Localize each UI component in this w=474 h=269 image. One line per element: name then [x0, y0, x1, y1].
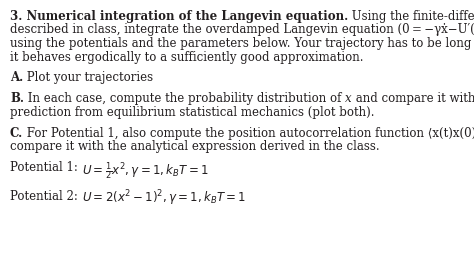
Text: 3. Numerical integration of the Langevin equation.: 3. Numerical integration of the Langevin…	[10, 10, 348, 23]
Text: Potential 1:: Potential 1:	[10, 161, 82, 174]
Text: and compare it with the analytic: and compare it with the analytic	[352, 92, 474, 105]
Text: it behaves ergodically to a sufficiently good approximation.: it behaves ergodically to a sufficiently…	[10, 51, 364, 63]
Text: In each case, compute the probability distribution of: In each case, compute the probability di…	[24, 92, 345, 105]
Text: $U = 2(x^{2} - 1)^{2}, \gamma = 1, k_{B}T = 1$: $U = 2(x^{2} - 1)^{2}, \gamma = 1, k_{B}…	[82, 189, 246, 208]
Text: using the potentials and the parameters below. Your trajectory has to be long en: using the potentials and the parameters …	[10, 37, 474, 50]
Text: Using the finite-difference method: Using the finite-difference method	[348, 10, 474, 23]
Text: x: x	[345, 92, 352, 105]
Text: B.: B.	[10, 92, 24, 105]
Text: described in class, integrate the overdamped Langevin equation (0 = −γẋ−U′(x)+ζ(: described in class, integrate the overda…	[10, 23, 474, 37]
Text: A.: A.	[10, 72, 23, 84]
Text: C.: C.	[10, 127, 23, 140]
Text: compare it with the analytical expression derived in the class.: compare it with the analytical expressio…	[10, 140, 380, 153]
Text: Potential 2:: Potential 2:	[10, 190, 82, 203]
Text: For Potential 1, also compute the position autocorrelation function ⟨x(t)x(0)⟩ a: For Potential 1, also compute the positi…	[23, 127, 474, 140]
Text: $U = \frac{1}{2}x^{2}, \gamma = 1, k_{B}T = 1$: $U = \frac{1}{2}x^{2}, \gamma = 1, k_{B}…	[82, 161, 208, 182]
Text: prediction from equilibrium statistical mechanics (plot both).: prediction from equilibrium statistical …	[10, 106, 374, 119]
Text: Plot your trajectories: Plot your trajectories	[23, 72, 154, 84]
